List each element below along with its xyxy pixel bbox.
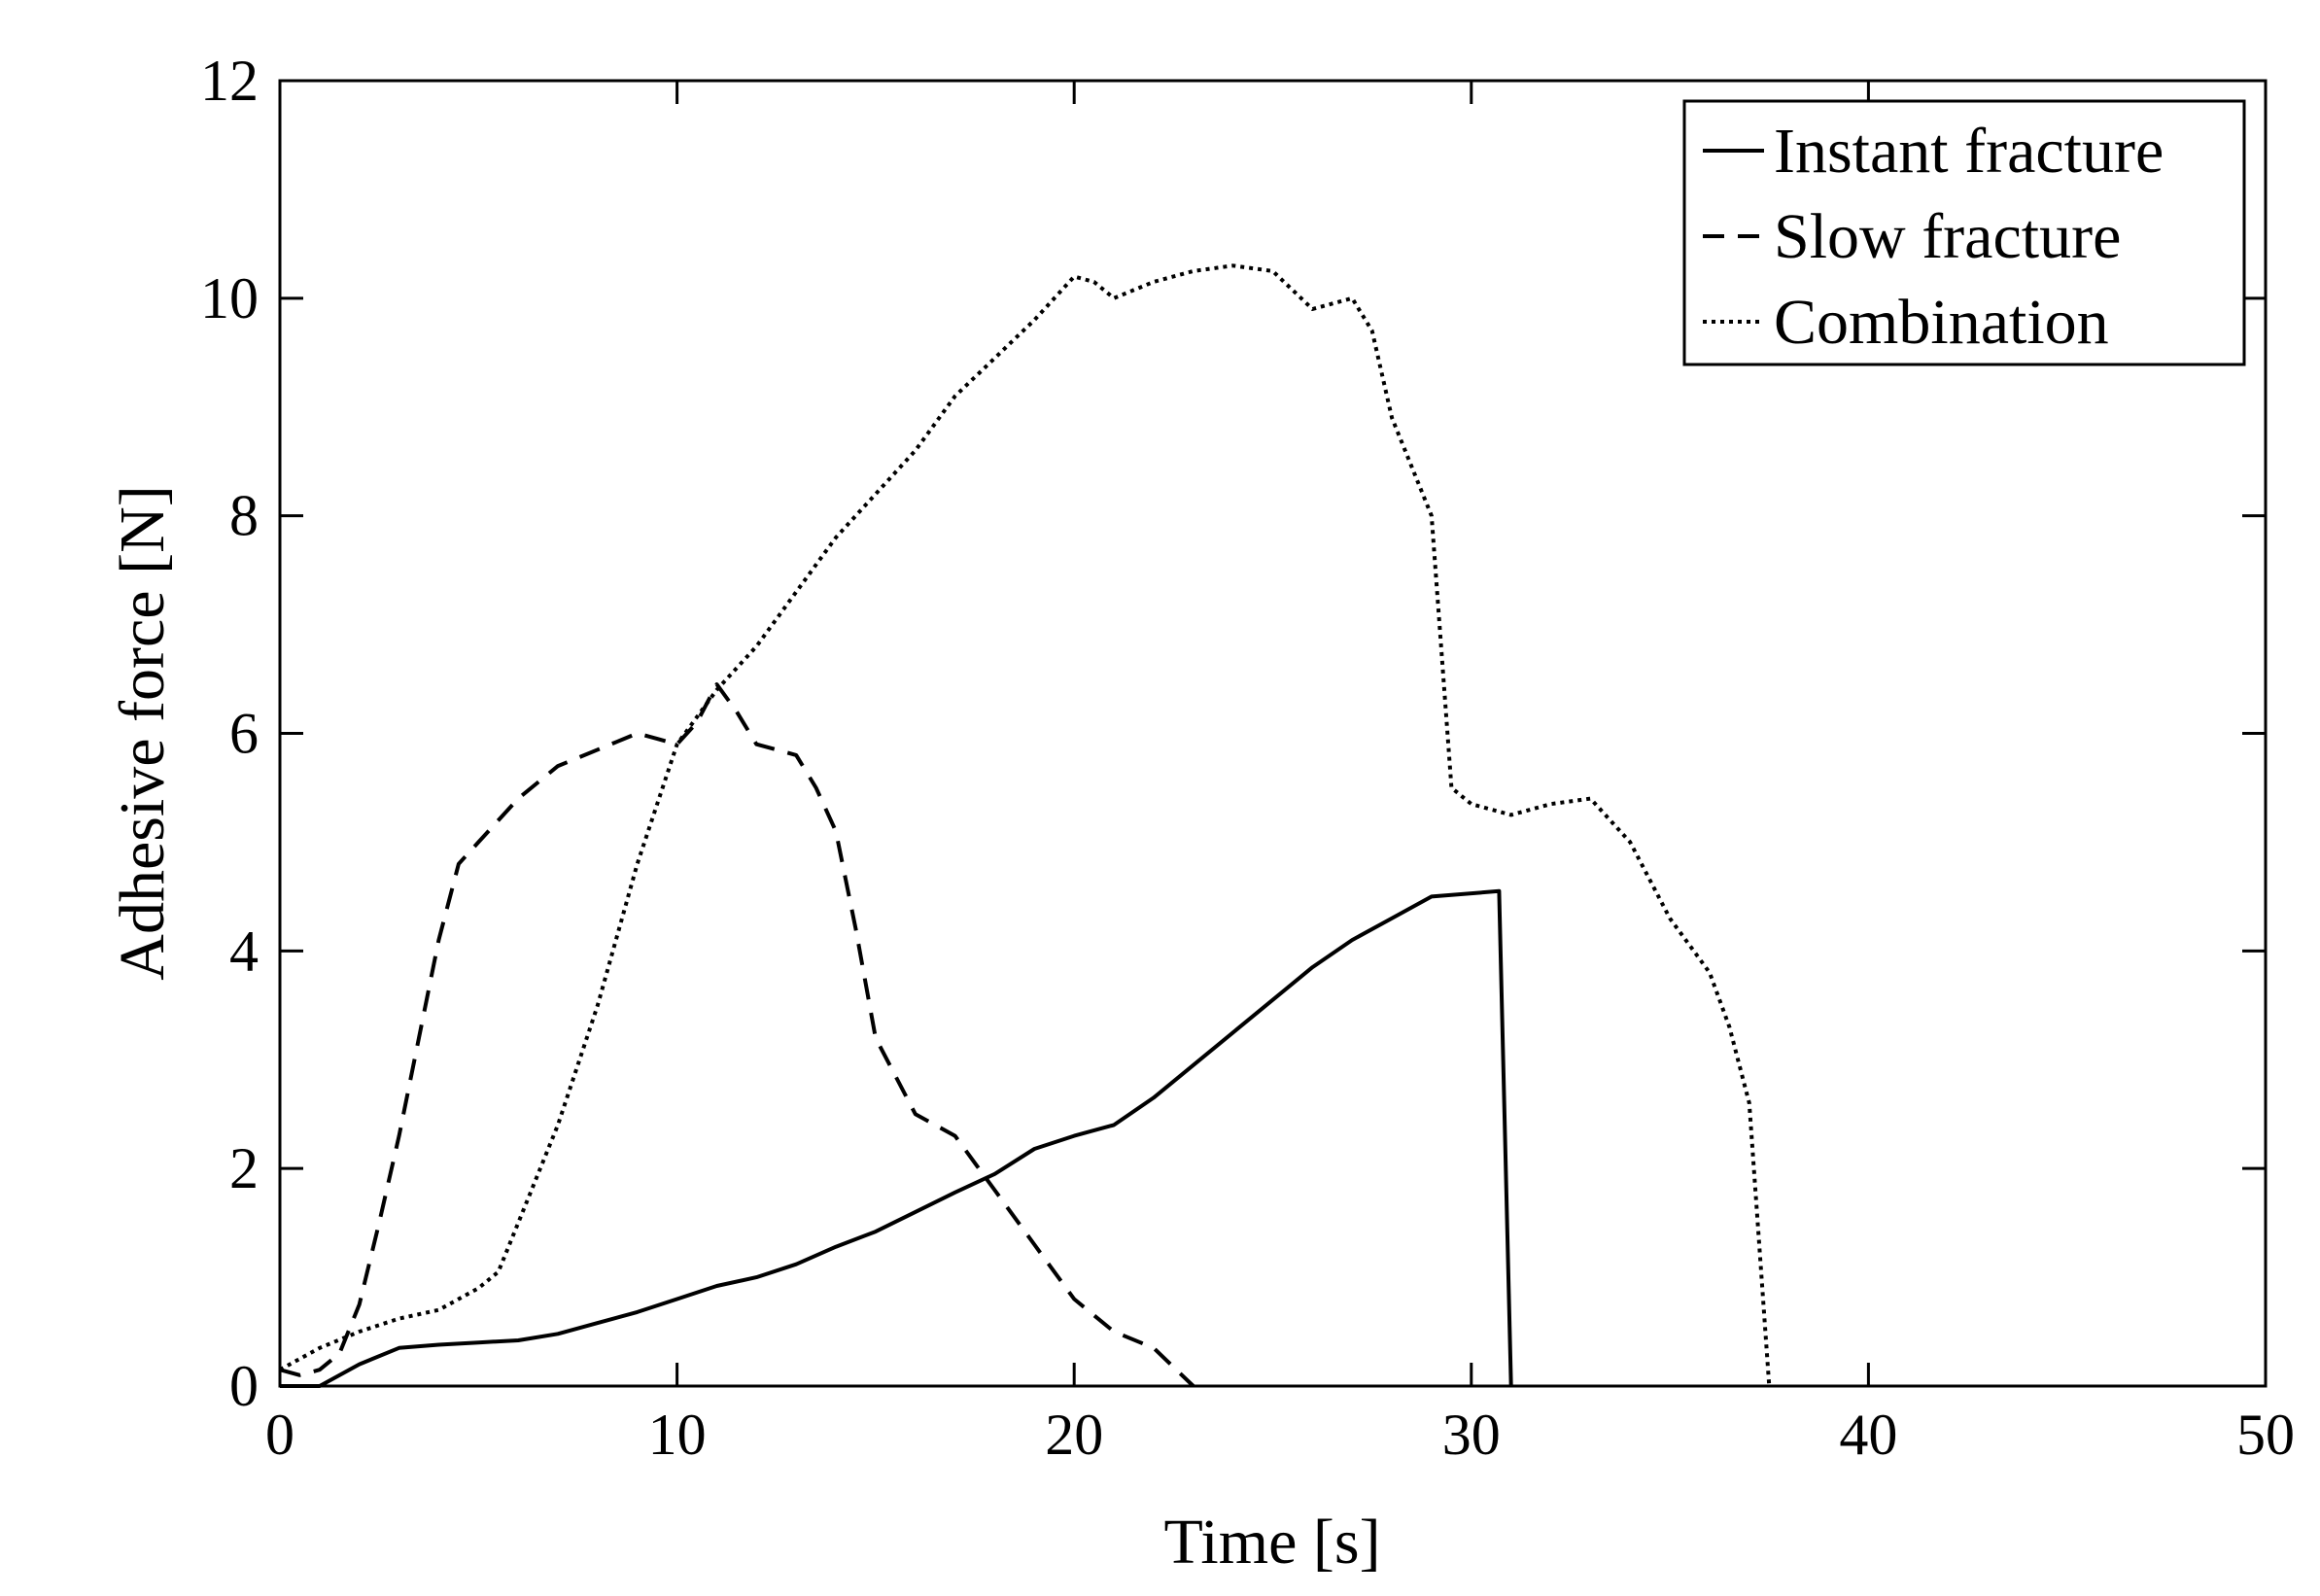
x-axis-title: Time [s]	[1163, 1507, 1380, 1578]
x-tick-label: 40	[1839, 1403, 1897, 1467]
x-tick-label: 10	[648, 1403, 707, 1467]
legend-box	[1682, 99, 2246, 366]
x-tick-label: 30	[1442, 1403, 1501, 1467]
x-tick-label: 20	[1045, 1403, 1103, 1467]
x-tick-label: 50	[2236, 1403, 2295, 1467]
y-tick-label: 10	[200, 266, 259, 330]
y-tick-label: 4	[229, 919, 259, 983]
y-tick-label: 8	[229, 484, 259, 548]
x-tick-label: 0	[265, 1403, 294, 1467]
y-tick-label: 0	[229, 1354, 259, 1418]
x-tick-labels: 0 10 20 30 40 50	[265, 1403, 2295, 1467]
y-tick-label: 2	[229, 1136, 259, 1200]
y-axis-title: Adhesive force [N]	[107, 485, 178, 980]
y-tick-label: 6	[229, 702, 259, 766]
legend-label-combination: Combination	[1774, 287, 2109, 358]
data-series	[279, 263, 1772, 1388]
series-line-instant-fracture	[280, 888, 1513, 1388]
axis-ticks	[278, 79, 2268, 1388]
legend-label-instant-fracture: Instant fracture	[1774, 116, 2164, 187]
legend-label-slow-fracture: Slow fracture	[1774, 201, 2121, 272]
y-tick-label: 12	[200, 49, 259, 113]
y-tick-labels: 0 2 4 6 8 10 12	[200, 49, 259, 1418]
legend: Instant fracture Slow fracture Combinati…	[1682, 99, 2246, 366]
series-line-combination	[279, 263, 1772, 1387]
